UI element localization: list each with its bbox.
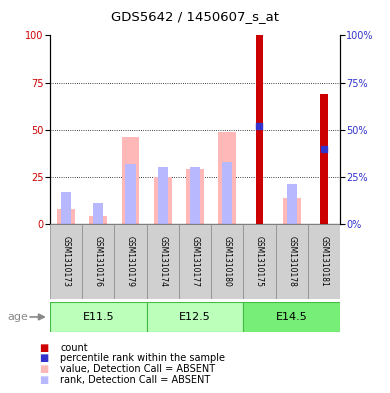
Text: ■: ■ — [39, 375, 48, 385]
Text: rank, Detection Call = ABSENT: rank, Detection Call = ABSENT — [60, 375, 211, 385]
Bar — [122, 137, 139, 224]
Bar — [243, 302, 340, 332]
Bar — [154, 177, 172, 224]
Bar — [158, 167, 168, 224]
Text: GSM1310179: GSM1310179 — [126, 236, 135, 287]
Bar — [190, 167, 200, 224]
Text: ■: ■ — [39, 343, 48, 353]
Bar — [276, 224, 308, 299]
Text: value, Detection Call = ABSENT: value, Detection Call = ABSENT — [60, 364, 216, 374]
Text: GSM1310175: GSM1310175 — [255, 236, 264, 287]
Text: count: count — [60, 343, 88, 353]
Text: GSM1310180: GSM1310180 — [223, 236, 232, 287]
Text: GSM1310178: GSM1310178 — [287, 236, 296, 287]
Bar — [218, 132, 236, 224]
Text: GSM1310176: GSM1310176 — [94, 236, 103, 287]
Text: age: age — [8, 312, 29, 322]
Bar — [93, 203, 103, 224]
Bar — [321, 94, 328, 224]
Bar — [125, 163, 136, 224]
Text: GDS5642 / 1450607_s_at: GDS5642 / 1450607_s_at — [111, 10, 279, 23]
Text: E11.5: E11.5 — [82, 312, 114, 322]
Bar — [283, 198, 301, 224]
Text: E12.5: E12.5 — [179, 312, 211, 322]
Bar — [147, 224, 179, 299]
Bar — [287, 184, 297, 224]
Bar — [89, 217, 107, 224]
Bar — [114, 224, 147, 299]
Bar — [222, 162, 232, 224]
Bar — [243, 224, 276, 299]
Bar — [57, 209, 75, 224]
Bar — [50, 224, 82, 299]
Bar — [50, 302, 147, 332]
Bar — [256, 35, 263, 224]
Bar — [211, 224, 243, 299]
Text: E14.5: E14.5 — [276, 312, 308, 322]
Bar — [61, 192, 71, 224]
Bar — [147, 302, 243, 332]
Text: ■: ■ — [39, 364, 48, 374]
Text: GSM1310173: GSM1310173 — [62, 236, 71, 287]
Bar — [179, 224, 211, 299]
Bar — [308, 224, 340, 299]
Text: ■: ■ — [39, 353, 48, 364]
Text: GSM1310181: GSM1310181 — [319, 236, 328, 287]
Text: percentile rank within the sample: percentile rank within the sample — [60, 353, 225, 364]
Text: GSM1310177: GSM1310177 — [190, 236, 200, 287]
Bar — [186, 169, 204, 224]
Bar — [82, 224, 114, 299]
Text: GSM1310174: GSM1310174 — [158, 236, 167, 287]
